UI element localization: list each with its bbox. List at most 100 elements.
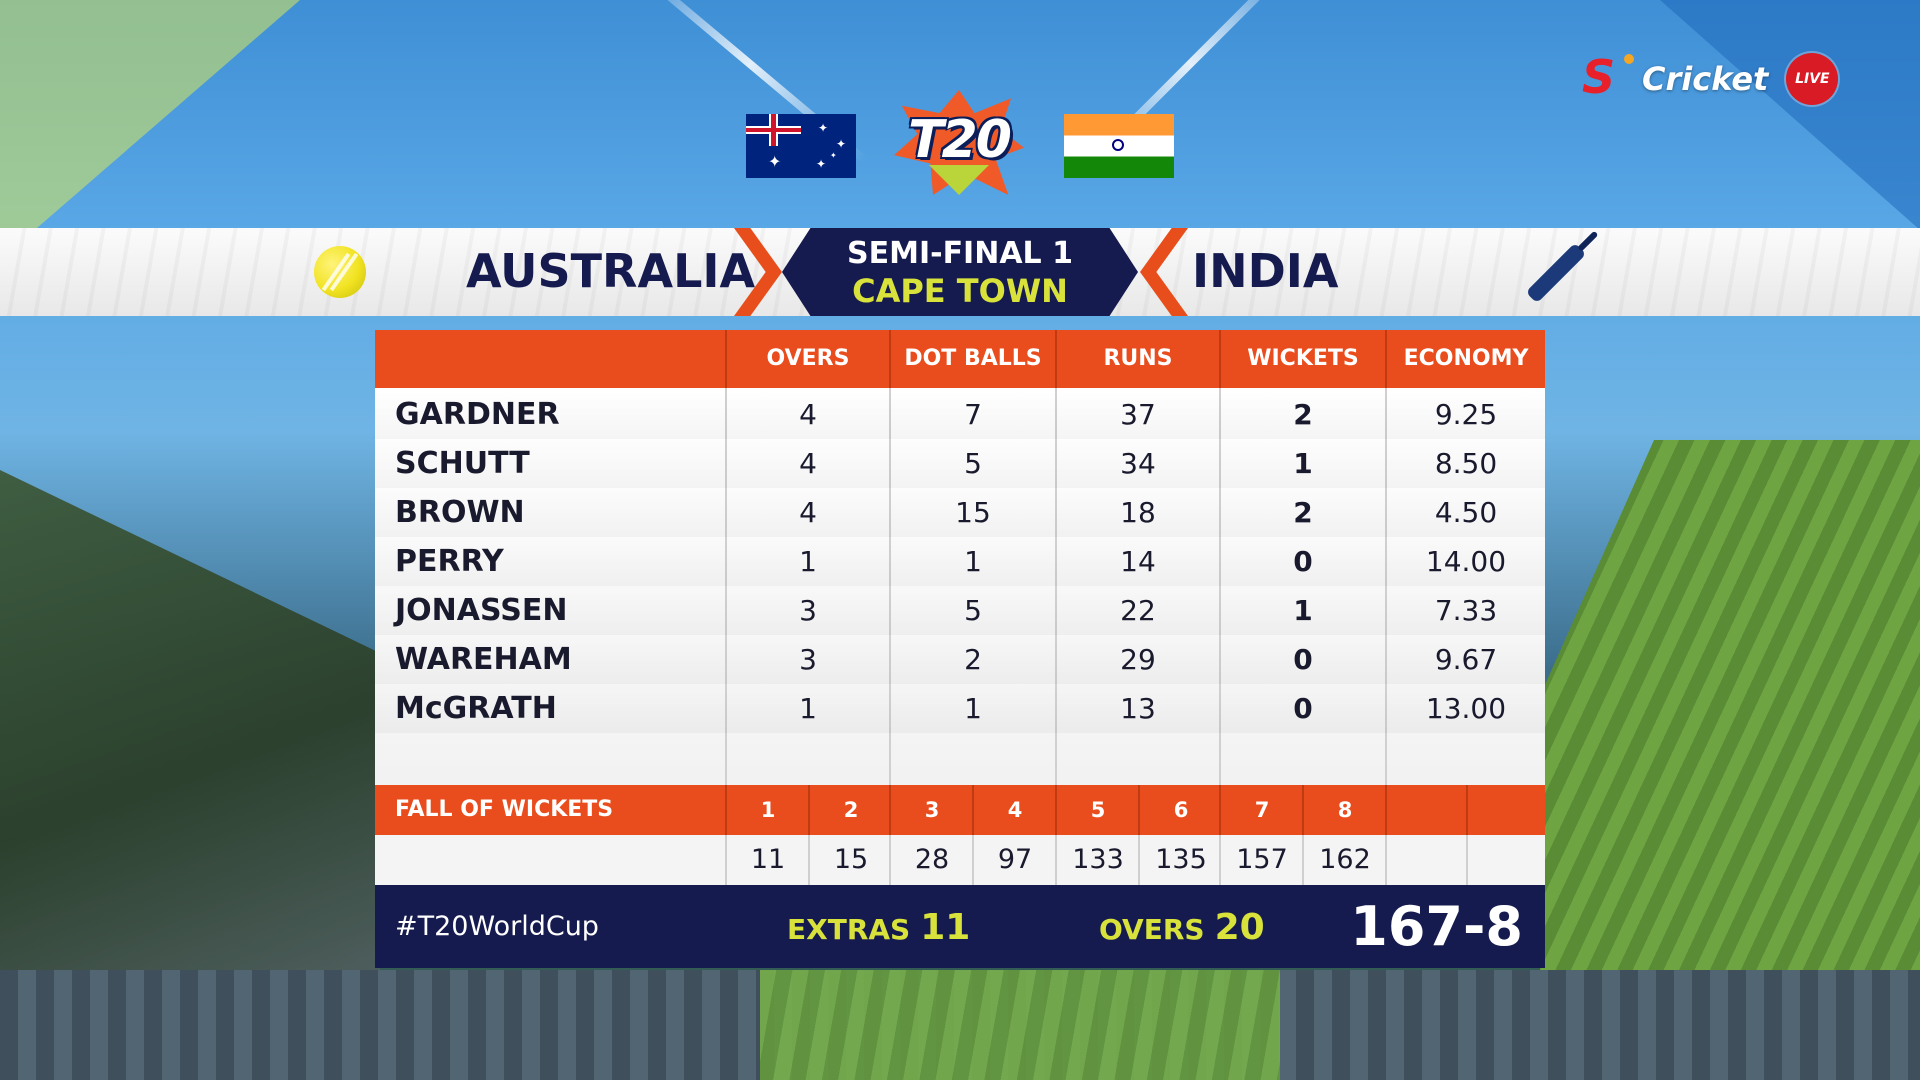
wicket-number: 8 <box>1337 798 1353 822</box>
header-dot-balls: DOT BALLS <box>904 346 1042 371</box>
innings-total: 167-8 <box>1350 895 1523 958</box>
australia-flag-icon: ✦ ✦ ✦ ✦ ✦ <box>746 114 856 178</box>
header-economy: ECONOMY <box>1403 346 1529 371</box>
bowler-row: GARDNER 4 7 37 2 9.25 <box>375 390 1545 439</box>
bowler-wickets: 0 <box>1293 545 1313 578</box>
wicket-number: 2 <box>843 798 859 822</box>
overs-total: OVERS 20 <box>1099 885 1265 968</box>
broadcaster-channel: Cricket <box>1642 60 1769 98</box>
header-wickets: WICKETS <box>1247 346 1359 371</box>
bowler-row: BROWN 4 15 18 2 4.50 <box>375 488 1545 537</box>
bowler-overs: 4 <box>799 398 817 431</box>
bowler-row: McGRATH 1 1 13 0 13.00 <box>375 684 1545 733</box>
bowler-overs: 4 <box>799 496 817 529</box>
cricket-ball-icon <box>314 246 366 298</box>
bowler-overs: 3 <box>799 594 817 627</box>
hashtag: #T20WorldCup <box>395 911 599 942</box>
bowler-runs: 34 <box>1120 447 1156 480</box>
bowler-dot-balls: 5 <box>964 447 982 480</box>
bowler-overs: 1 <box>799 692 817 725</box>
bowler-name: GARDNER <box>395 397 560 432</box>
wicket-score: 28 <box>914 844 950 875</box>
background-shape <box>1660 0 1920 230</box>
overs-label: OVERS <box>1099 913 1205 946</box>
bowler-runs: 37 <box>1120 398 1156 431</box>
bowler-economy: 7.33 <box>1434 594 1498 627</box>
wicket-score: 162 <box>1319 844 1371 875</box>
background-shape <box>0 0 300 260</box>
header-overs: OVERS <box>766 346 850 371</box>
bowler-dot-balls: 2 <box>964 643 982 676</box>
bowler-runs: 14 <box>1120 545 1156 578</box>
bowler-row: WAREHAM 3 2 29 0 9.67 <box>375 635 1545 684</box>
stadium-background <box>760 970 1280 1080</box>
wicket-score: 157 <box>1236 844 1288 875</box>
bowler-name: JONASSEN <box>395 593 568 628</box>
wicket-score: 133 <box>1072 844 1124 875</box>
extras-value: 11 <box>920 907 971 948</box>
bowler-economy: 9.25 <box>1434 398 1498 431</box>
overs-value: 20 <box>1214 907 1265 948</box>
bowler-economy: 13.00 <box>1425 692 1507 725</box>
bowler-overs: 4 <box>799 447 817 480</box>
bowler-dot-balls: 1 <box>964 545 982 578</box>
wicket-number: 1 <box>760 798 776 822</box>
wicket-score: 97 <box>997 844 1033 875</box>
bowler-row: SCHUTT 4 5 34 1 8.50 <box>375 439 1545 488</box>
wicket-number: 5 <box>1090 798 1106 822</box>
bowler-name: McGRATH <box>395 691 557 726</box>
bowler-dot-balls: 5 <box>964 594 982 627</box>
bowler-runs: 22 <box>1120 594 1156 627</box>
t20-world-cup-logo: T20 <box>884 80 1034 200</box>
bowler-wickets: 2 <box>1293 398 1313 431</box>
india-flag-icon <box>1064 114 1174 178</box>
wicket-score: 135 <box>1155 844 1207 875</box>
scorecard-body: GARDNER 4 7 37 2 9.25 SCHUTT 4 5 34 1 8.… <box>375 388 1545 785</box>
bowler-dot-balls: 7 <box>964 398 982 431</box>
bowler-runs: 29 <box>1120 643 1156 676</box>
bowler-name: WAREHAM <box>395 642 572 677</box>
fall-of-wickets-label: FALL OF WICKETS <box>395 797 614 822</box>
fall-of-wickets-header: FALL OF WICKETS 1 2 3 4 5 6 7 8 <box>375 785 1545 835</box>
header-runs: RUNS <box>1103 346 1173 371</box>
bowler-row: JONASSEN 3 5 22 1 7.33 <box>375 586 1545 635</box>
bowler-economy: 14.00 <box>1425 545 1507 578</box>
supersport-s-icon: S <box>1578 50 1634 104</box>
bowling-team-name: AUSTRALIA <box>466 244 756 298</box>
bowler-row: PERRY 1 1 14 0 14.00 <box>375 537 1545 586</box>
bowler-overs: 1 <box>799 545 817 578</box>
scorecard-footer: #T20WorldCup EXTRAS 11 OVERS 20 167-8 <box>375 885 1545 968</box>
match-venue: CAPE TOWN <box>852 272 1068 310</box>
wicket-number: 3 <box>924 798 940 822</box>
wicket-score: 15 <box>833 844 869 875</box>
bowler-wickets: 1 <box>1293 447 1313 480</box>
live-badge: LIVE <box>1786 53 1839 105</box>
wicket-number: 4 <box>1007 798 1023 822</box>
wicket-number: 6 <box>1173 798 1189 822</box>
extras-label: EXTRAS <box>787 913 911 946</box>
bowler-wickets: 1 <box>1293 594 1313 627</box>
broadcaster-badge: S Cricket LIVE <box>1578 50 1839 105</box>
bowler-wickets: 2 <box>1293 496 1313 529</box>
match-info: SEMI-FINAL 1 CAPE TOWN <box>782 228 1138 316</box>
bowler-overs: 3 <box>799 643 817 676</box>
scorecard-header: OVERS DOT BALLS RUNS WICKETS ECONOMY <box>375 330 1545 388</box>
fall-of-wickets-scores: 11 15 28 97 133 135 157 162 <box>375 835 1545 885</box>
wicket-score: 11 <box>750 844 786 875</box>
extras: EXTRAS 11 <box>787 885 970 968</box>
bowler-economy: 9.67 <box>1434 643 1498 676</box>
bowler-name: PERRY <box>395 544 504 579</box>
bowler-dot-balls: 15 <box>955 496 991 529</box>
bowler-name: SCHUTT <box>395 446 530 481</box>
bowler-dot-balls: 1 <box>964 692 982 725</box>
bowling-scorecard: OVERS DOT BALLS RUNS WICKETS ECONOMY GAR… <box>375 330 1545 968</box>
bowler-name: BROWN <box>395 495 525 530</box>
bowler-economy: 4.50 <box>1434 496 1498 529</box>
bowler-runs: 18 <box>1120 496 1156 529</box>
wicket-number: 7 <box>1254 798 1270 822</box>
bowler-wickets: 0 <box>1293 692 1313 725</box>
bowler-wickets: 0 <box>1293 643 1313 676</box>
bowler-runs: 13 <box>1120 692 1156 725</box>
batting-team-name: INDIA <box>1192 244 1339 298</box>
bowler-economy: 8.50 <box>1434 447 1498 480</box>
